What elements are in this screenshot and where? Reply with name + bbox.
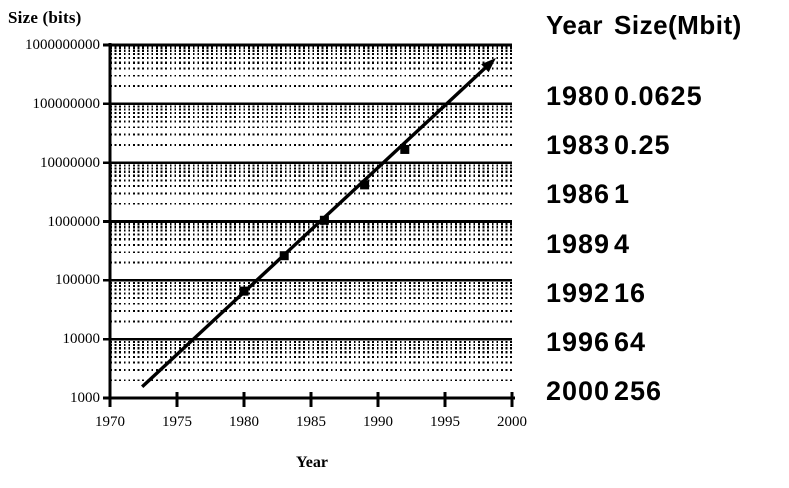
x-tick-label: 1975 [162,414,192,430]
x-tick-label: 1980 [229,414,259,430]
y-tick-label: 10000000 [40,154,100,171]
x-tick-label: 2000 [497,414,527,430]
y-tick-label: 100000000 [32,95,101,112]
x-tick-label: 1970 [95,414,125,430]
y-tick-label: 1000 [70,390,100,406]
table-cell-size: 1 [614,179,631,210]
x-tick-label: 1985 [296,414,326,430]
trend-line [141,62,491,389]
table-cell-year: 1996 [546,327,611,357]
x-tick-label: 1995 [430,414,460,430]
y-tick-label: 1000000 [47,213,101,230]
table-cell-year: 1992 [546,277,611,308]
data-point-marker [319,215,329,225]
table-header-size: Size(Mbit) [614,10,742,40]
y-axis-title: Size (bits) [8,8,82,27]
table-cell-size: 0.0625 [614,81,703,111]
trend-arrowhead-icon [481,58,496,73]
table-cell-year: 1983 [546,130,611,161]
table-cell-size: 4 [614,228,631,259]
x-axis-title: Year [296,454,328,471]
table-cell-size: 256 [614,376,663,407]
table-cell-size: 64 [614,327,647,357]
table-cell-year: 1986 [546,179,611,210]
data-point-marker [400,144,410,154]
y-tick-label: 1000000000 [25,37,100,53]
x-tick-label: 1990 [363,414,393,430]
data-point-marker [239,286,249,296]
y-tick-label: 100000 [55,272,100,289]
table-cell-year: 1980 [546,81,611,111]
data-point-marker [279,251,289,261]
table-header-year: Year [546,10,603,40]
table-cell-year: 1989 [546,228,611,259]
y-tick-label: 10000 [62,331,101,348]
table-cell-year: 2000 [546,376,611,407]
table-cell-size: 16 [614,277,647,308]
data-point-marker [360,180,370,190]
table-cell-size: 0.25 [614,130,671,161]
